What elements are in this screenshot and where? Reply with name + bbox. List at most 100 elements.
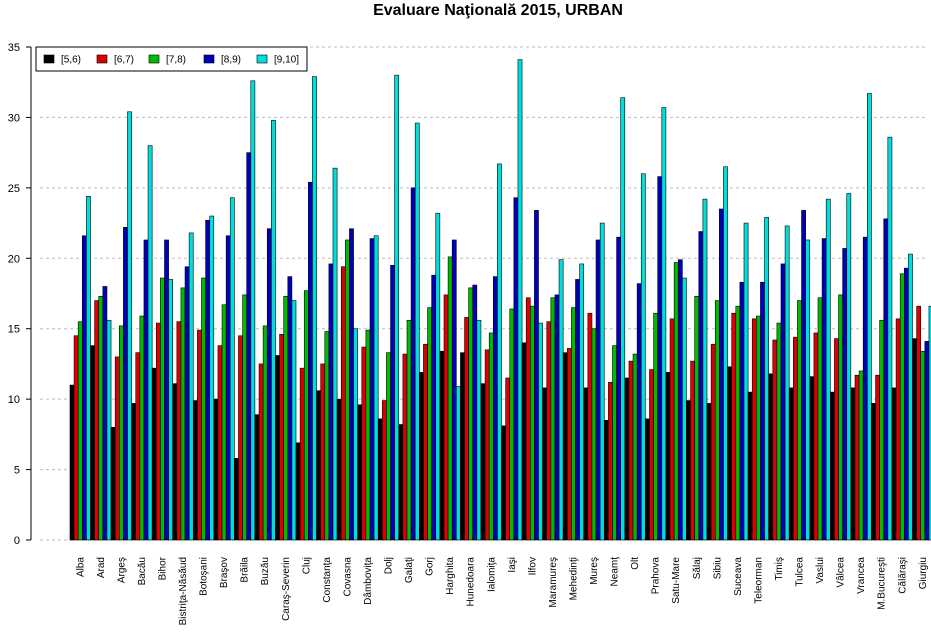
bar bbox=[394, 74, 400, 541]
bar bbox=[464, 317, 469, 541]
bar bbox=[858, 370, 864, 541]
x-tick-label: Neamţ bbox=[610, 557, 621, 587]
bar bbox=[834, 338, 839, 541]
y-tick-label: 35 bbox=[8, 42, 20, 54]
bar bbox=[476, 319, 482, 541]
legend-swatch bbox=[43, 54, 55, 64]
bar bbox=[82, 235, 87, 541]
bar bbox=[673, 262, 679, 541]
bar bbox=[743, 222, 749, 541]
bar bbox=[340, 266, 346, 541]
bar bbox=[624, 377, 630, 541]
bar bbox=[739, 281, 745, 541]
bar bbox=[669, 318, 675, 541]
bar bbox=[571, 307, 576, 541]
x-tick-label: Bistriţa-Năsăud bbox=[178, 557, 189, 625]
x-tick-label: Vaslui bbox=[815, 557, 826, 584]
bar bbox=[143, 239, 149, 541]
bar bbox=[566, 348, 572, 541]
bar bbox=[102, 286, 108, 541]
x-tick-label: Galaţi bbox=[404, 557, 415, 583]
bar bbox=[891, 387, 897, 541]
legend-swatch bbox=[96, 54, 108, 64]
x-tick-label: Iaşi bbox=[507, 557, 518, 573]
bar bbox=[127, 111, 132, 541]
y-axis: 0 5 10 15 20 25 30 35 bbox=[8, 42, 32, 547]
bar bbox=[398, 424, 404, 541]
bar bbox=[682, 277, 687, 541]
bar bbox=[114, 356, 120, 541]
bar bbox=[608, 381, 613, 541]
bar bbox=[287, 276, 293, 541]
bar bbox=[879, 319, 885, 541]
bar bbox=[69, 384, 75, 541]
bar bbox=[262, 325, 268, 541]
x-tick-label: Botoşani bbox=[199, 557, 210, 596]
bar bbox=[517, 59, 523, 541]
bar bbox=[184, 266, 190, 541]
legend-swatch bbox=[203, 54, 215, 64]
bar bbox=[119, 325, 124, 541]
bar bbox=[871, 403, 876, 541]
bar bbox=[110, 427, 116, 541]
bar bbox=[238, 335, 243, 541]
bar bbox=[357, 404, 363, 541]
bar bbox=[513, 197, 519, 541]
bar bbox=[895, 318, 901, 541]
bar bbox=[250, 80, 256, 541]
bar bbox=[246, 152, 252, 541]
y-tick-label: 0 bbox=[14, 535, 20, 547]
bar bbox=[562, 352, 568, 541]
bar bbox=[719, 208, 724, 541]
bar bbox=[229, 197, 235, 541]
bar bbox=[916, 305, 922, 541]
bar bbox=[838, 294, 843, 541]
bar bbox=[612, 345, 617, 541]
bar bbox=[217, 345, 223, 541]
x-tick-label: Gorj bbox=[425, 557, 436, 576]
bar bbox=[455, 386, 461, 541]
bar bbox=[77, 321, 83, 541]
x-tick-label: Vrancea bbox=[856, 557, 867, 594]
x-tick-label: Alba bbox=[75, 557, 86, 577]
bar bbox=[550, 297, 556, 541]
bar bbox=[751, 318, 757, 541]
bar bbox=[521, 342, 527, 541]
bar bbox=[813, 332, 819, 541]
bar bbox=[776, 322, 782, 541]
bar bbox=[468, 287, 474, 541]
bar bbox=[472, 284, 478, 541]
bar bbox=[690, 360, 695, 541]
x-tick-label: Maramureş bbox=[548, 557, 559, 608]
x-tick-label: Constanţa bbox=[322, 557, 333, 603]
x-tick-label: Braşov bbox=[219, 557, 230, 588]
bar bbox=[447, 256, 453, 541]
bar bbox=[920, 350, 926, 541]
bar bbox=[924, 341, 930, 541]
bar bbox=[147, 145, 153, 541]
bar bbox=[727, 366, 732, 541]
bar bbox=[431, 274, 437, 541]
bar bbox=[587, 312, 593, 541]
bar bbox=[542, 387, 548, 541]
bar bbox=[316, 390, 322, 541]
bar bbox=[90, 345, 95, 541]
bar bbox=[768, 373, 774, 541]
bar bbox=[176, 321, 182, 541]
bar bbox=[188, 232, 194, 541]
bar bbox=[887, 136, 893, 541]
bar bbox=[406, 319, 412, 541]
bar bbox=[164, 239, 169, 541]
bar bbox=[702, 198, 708, 541]
bar bbox=[558, 259, 564, 541]
x-axis-labels: Alba Arad Argeş Bacău Bihor Bistriţa-Năsăud Bo… bbox=[75, 556, 929, 625]
bar bbox=[139, 315, 145, 541]
x-tick-label: M.Bucureşti bbox=[877, 557, 888, 610]
bar bbox=[525, 297, 531, 541]
bar bbox=[419, 372, 424, 541]
bars-layer bbox=[69, 59, 931, 541]
x-tick-label: Olt bbox=[630, 557, 641, 570]
bar bbox=[793, 336, 798, 541]
bar bbox=[365, 329, 371, 541]
